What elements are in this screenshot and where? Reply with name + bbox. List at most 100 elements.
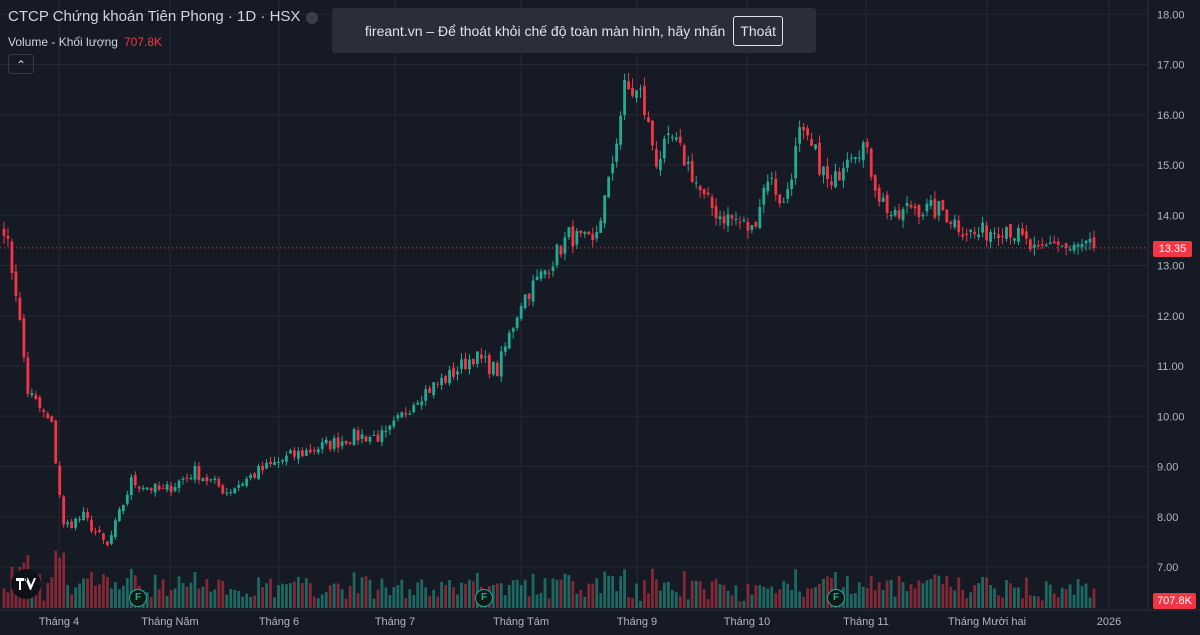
candle-body <box>90 519 93 532</box>
exit-fullscreen-button[interactable]: Thoát <box>733 15 784 46</box>
candle-body <box>1028 239 1032 250</box>
volume-bar <box>1060 587 1064 608</box>
candle-body <box>328 440 332 450</box>
volume-bar <box>822 578 825 608</box>
volume-bar <box>702 589 706 608</box>
volume-bar <box>460 582 463 608</box>
candle-body <box>368 436 372 442</box>
volume-bar <box>631 598 634 608</box>
candle-body <box>74 518 77 528</box>
volume-bar <box>1088 597 1092 608</box>
volume-bar <box>539 592 543 608</box>
volume-bar <box>913 588 917 608</box>
volume-bar <box>989 585 992 608</box>
candle-body <box>161 487 165 489</box>
volume-bar <box>531 573 535 608</box>
f-flag-icon[interactable]: F <box>475 589 493 607</box>
candle-body <box>826 166 829 180</box>
volume-bar <box>86 578 89 608</box>
volume-bar <box>985 577 988 608</box>
candle-body <box>849 157 853 159</box>
candle-body <box>14 271 18 297</box>
candle-body <box>38 397 42 409</box>
volume-bar <box>289 583 292 608</box>
candle-body <box>1072 244 1076 251</box>
volume-bar <box>965 598 969 608</box>
volume-bar <box>933 574 937 608</box>
volume-bar <box>448 580 451 608</box>
candle-body <box>555 244 559 266</box>
candle-body <box>472 358 475 365</box>
candle-body <box>125 494 129 504</box>
volume-bar <box>921 583 925 608</box>
volume-bar <box>603 571 607 608</box>
x-tick-label: Tháng 4 <box>39 616 79 628</box>
candle-body <box>1017 227 1020 242</box>
candle-body <box>113 520 117 537</box>
volume-bar <box>849 593 853 608</box>
volume-bar <box>543 578 547 608</box>
candle-body <box>567 227 571 238</box>
volume-bar <box>666 581 670 608</box>
candle-body <box>10 241 14 273</box>
candle-body <box>1056 241 1060 245</box>
volume-bar <box>798 591 802 608</box>
volume-bar <box>221 580 225 608</box>
candle-body <box>933 198 937 218</box>
candle-body <box>66 522 70 525</box>
collapse-legend-button[interactable]: ⌃ <box>8 54 34 74</box>
candle-body <box>599 220 603 233</box>
volume-bar <box>909 584 913 608</box>
candle-body <box>468 359 471 370</box>
candle-body <box>1032 244 1036 248</box>
candle-body <box>249 475 253 479</box>
candle-body <box>320 442 324 449</box>
volume-bar <box>74 587 77 608</box>
volume-bar <box>670 590 674 608</box>
volume-bar <box>308 583 312 608</box>
volume-bar <box>651 568 654 608</box>
f-flag-icon[interactable]: F <box>827 589 845 607</box>
candle-body <box>965 233 969 236</box>
volume-bar <box>782 580 786 608</box>
candle-body <box>289 450 292 454</box>
volume-bar <box>861 586 865 608</box>
volume-bar <box>213 589 217 608</box>
candle-body <box>853 157 857 160</box>
candle-body <box>662 138 666 159</box>
f-flag-icon[interactable]: F <box>129 589 147 607</box>
candle-body <box>631 88 634 96</box>
volume-bar <box>201 586 205 608</box>
chevron-up-icon: ⌃ <box>15 58 27 72</box>
volume-bar <box>961 589 965 608</box>
tradingview-logo-icon[interactable] <box>11 569 41 599</box>
volume-bar <box>356 593 360 608</box>
candle-body <box>511 328 515 332</box>
candle-body <box>2 228 6 236</box>
volume-bar <box>730 595 734 608</box>
volume-bar <box>177 576 181 608</box>
volume-bar <box>726 590 730 608</box>
candle-body <box>50 416 54 422</box>
candle-body <box>58 465 62 495</box>
volume-bar <box>1005 580 1008 608</box>
y-tick-label: 15.00 <box>1157 160 1185 172</box>
candle-body <box>137 486 141 489</box>
volume-bar <box>102 574 105 608</box>
candle-body <box>961 234 965 237</box>
x-tick-label: Tháng Tám <box>493 616 549 628</box>
volume-bar <box>655 579 658 608</box>
candle-body <box>304 450 308 456</box>
volume-bar <box>464 583 467 608</box>
candle-body <box>778 194 782 204</box>
candle-body <box>869 148 873 177</box>
candle-body <box>877 187 881 202</box>
volume-bar <box>555 579 559 608</box>
volume-bar <box>352 572 356 608</box>
candle-body <box>686 161 690 164</box>
volume-bar <box>615 591 619 608</box>
candle-body <box>332 438 336 449</box>
candle-body <box>861 142 865 161</box>
candle-body <box>905 203 909 206</box>
